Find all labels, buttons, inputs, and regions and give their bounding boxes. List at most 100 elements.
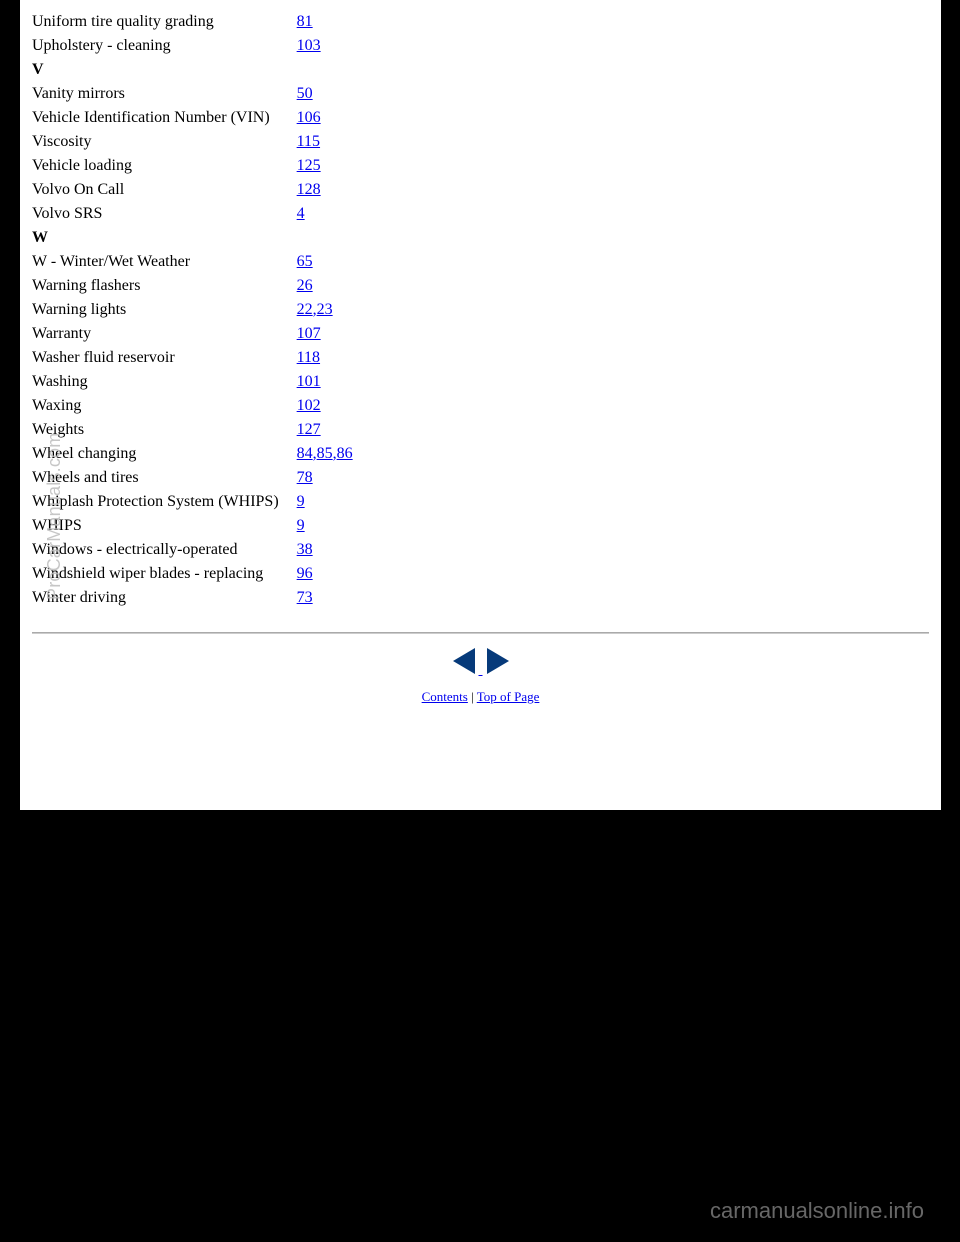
page-link[interactable]: 26 <box>297 277 313 294</box>
page-link[interactable]: 4 <box>297 205 305 222</box>
nav-arrows <box>32 648 929 679</box>
page-link[interactable]: 127 <box>297 421 321 438</box>
index-entry-label: Volvo On Call <box>32 178 297 202</box>
index-entry-label: Weights <box>32 418 297 442</box>
separator: | <box>468 689 477 704</box>
index-entry-pages: 9 <box>297 514 353 538</box>
index-entry-label: Warning flashers <box>32 274 297 298</box>
index-entry-label: Wheels and tires <box>32 466 297 490</box>
index-entry-pages: 102 <box>297 394 353 418</box>
prev-page-arrow[interactable] <box>449 661 483 678</box>
index-entry-pages: 38 <box>297 538 353 562</box>
section-letter: V <box>32 58 353 82</box>
table-row: Vanity mirrors50 <box>32 82 353 106</box>
index-entry-pages: 115 <box>297 130 353 154</box>
index-entry-pages: 22,23 <box>297 298 353 322</box>
index-entry-label: Whiplash Protection System (WHIPS) <box>32 490 297 514</box>
index-entry-label: Volvo SRS <box>32 202 297 226</box>
table-row: Wheels and tires78 <box>32 466 353 490</box>
table-row: Upholstery - cleaning103 <box>32 34 353 58</box>
page-link[interactable]: 50 <box>297 85 313 102</box>
top-of-page-link[interactable]: Top of Page <box>477 689 540 704</box>
index-entry-label: Warranty <box>32 322 297 346</box>
page-link[interactable]: 107 <box>297 325 321 342</box>
page-link[interactable]: 86 <box>337 445 353 462</box>
page-link[interactable]: 128 <box>297 181 321 198</box>
page-link[interactable]: 125 <box>297 157 321 174</box>
index-entry-pages: 9 <box>297 490 353 514</box>
triangle-right-icon <box>487 648 509 674</box>
index-entry-label: Windshield wiper blades - replacing <box>32 562 297 586</box>
table-row: Vehicle loading125 <box>32 154 353 178</box>
table-row: Wheel changing84,85,86 <box>32 442 353 466</box>
index-entry-pages: 4 <box>297 202 353 226</box>
index-entry-label: Winter driving <box>32 586 297 610</box>
page-link[interactable]: 115 <box>297 133 320 150</box>
index-entry-label: Waxing <box>32 394 297 418</box>
index-entry-pages: 107 <box>297 322 353 346</box>
table-row: Winter driving73 <box>32 586 353 610</box>
page-link[interactable]: 22 <box>297 301 313 318</box>
index-entry-pages: 118 <box>297 346 353 370</box>
page-link[interactable]: 102 <box>297 397 321 414</box>
index-entry-label: Washer fluid reservoir <box>32 346 297 370</box>
table-row: Volvo SRS4 <box>32 202 353 226</box>
page-link[interactable]: 101 <box>297 373 321 390</box>
horizontal-divider <box>32 632 929 634</box>
index-entry-label: Vehicle Identification Number (VIN) <box>32 106 297 130</box>
page-link[interactable]: 106 <box>297 109 321 126</box>
index-entry-pages: 73 <box>297 586 353 610</box>
table-row: W <box>32 226 353 250</box>
page-link[interactable]: 9 <box>297 493 305 510</box>
table-row: Whiplash Protection System (WHIPS)9 <box>32 490 353 514</box>
page-link[interactable]: 73 <box>297 589 313 606</box>
index-entry-label: WHIPS <box>32 514 297 538</box>
page-link[interactable]: 9 <box>297 517 305 534</box>
index-entry-pages: 125 <box>297 154 353 178</box>
page-link[interactable]: 103 <box>297 37 321 54</box>
table-row: Uniform tire quality grading81 <box>32 10 353 34</box>
table-row: Washer fluid reservoir118 <box>32 346 353 370</box>
index-entry-pages: 103 <box>297 34 353 58</box>
index-entry-pages: 78 <box>297 466 353 490</box>
page-link[interactable]: 118 <box>297 349 320 366</box>
index-entry-pages: 26 <box>297 274 353 298</box>
index-table: Uniform tire quality grading81Upholstery… <box>32 10 353 610</box>
table-row: Volvo On Call128 <box>32 178 353 202</box>
table-row: WHIPS9 <box>32 514 353 538</box>
index-entry-label: Vanity mirrors <box>32 82 297 106</box>
index-entry-pages: 96 <box>297 562 353 586</box>
table-row: Windshield wiper blades - replacing96 <box>32 562 353 586</box>
index-entry-label: Windows - electrically-operated <box>32 538 297 562</box>
index-entry-pages: 65 <box>297 250 353 274</box>
table-row: Weights127 <box>32 418 353 442</box>
table-row: Warranty107 <box>32 322 353 346</box>
page-link[interactable]: 65 <box>297 253 313 270</box>
next-page-arrow[interactable] <box>483 661 513 678</box>
table-row: Warning flashers26 <box>32 274 353 298</box>
page-link[interactable]: 38 <box>297 541 313 558</box>
index-entry-pages: 106 <box>297 106 353 130</box>
section-letter: W <box>32 226 353 250</box>
page-link[interactable]: 78 <box>297 469 313 486</box>
index-entry-pages: 101 <box>297 370 353 394</box>
document-page: ProCarManuals.com Uniform tire quality g… <box>20 0 941 810</box>
index-entry-label: Viscosity <box>32 130 297 154</box>
page-link[interactable]: 84 <box>297 445 313 462</box>
page-link[interactable]: 23 <box>317 301 333 318</box>
page-link[interactable]: 85 <box>317 445 333 462</box>
bottom-watermark: carmanualsonline.info <box>710 1198 924 1224</box>
page-link[interactable]: 81 <box>297 13 313 30</box>
index-entry-label: Upholstery - cleaning <box>32 34 297 58</box>
table-row: W - Winter/Wet Weather65 <box>32 250 353 274</box>
index-entry-label: Wheel changing <box>32 442 297 466</box>
index-entry-pages: 128 <box>297 178 353 202</box>
index-entry-pages: 50 <box>297 82 353 106</box>
index-entry-pages: 84,85,86 <box>297 442 353 466</box>
table-row: Warning lights22,23 <box>32 298 353 322</box>
table-row: Vehicle Identification Number (VIN)106 <box>32 106 353 130</box>
page-link[interactable]: 96 <box>297 565 313 582</box>
contents-link[interactable]: Contents <box>422 689 468 704</box>
table-row: Washing101 <box>32 370 353 394</box>
bottom-links: Contents | Top of Page <box>32 689 929 705</box>
